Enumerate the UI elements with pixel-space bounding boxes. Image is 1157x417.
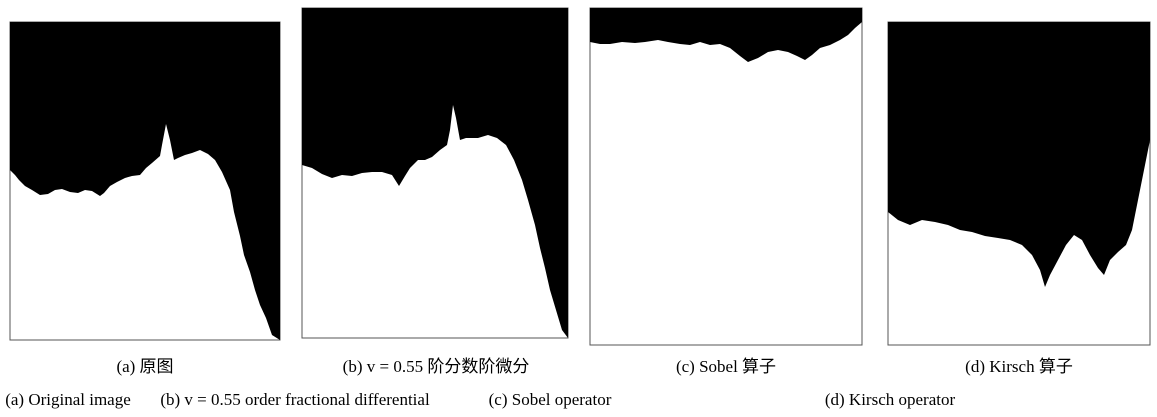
caption-zh: (d) Kirsch 算子 [965,357,1073,376]
caption-zh: (c) Sobel 算子 [676,357,776,376]
caption-en: (a) Original image [5,390,131,409]
caption-en: (d) Kirsch operator [825,390,956,409]
panel-a [10,22,280,340]
panel-c [590,8,862,345]
caption-zh: (b) v = 0.55 阶分数阶微分 [343,357,530,376]
image-frame [590,8,862,345]
panel-d [888,22,1150,345]
caption-zh: (a) 原图 [116,357,173,376]
caption-en: (b) v = 0.55 order fractional differenti… [160,390,430,409]
panel-b [302,8,568,338]
figure: (a) 原图 (b) v = 0.55 阶分数阶微分 (c) Sobel 算子 … [0,0,1157,417]
caption-en: (c) Sobel operator [489,390,612,409]
